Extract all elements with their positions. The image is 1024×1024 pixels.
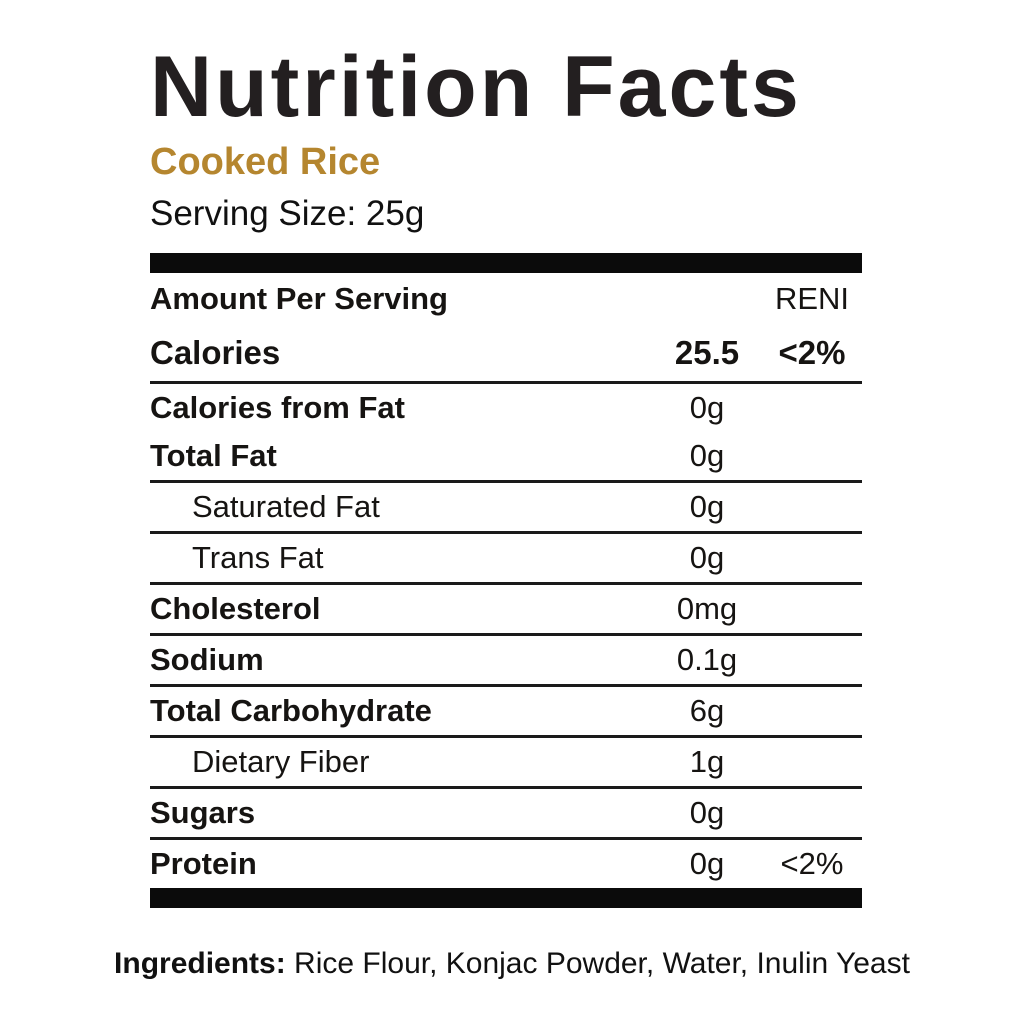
table-row-trans-fat: Trans Fat 0g: [150, 534, 862, 582]
calories-row: Calories 25.5 <2%: [150, 325, 862, 381]
page-title: Nutrition Facts: [150, 39, 802, 135]
nutrient-label: Total Carbohydrate: [150, 693, 432, 729]
table-header-row: Amount Per Serving RENI: [150, 273, 862, 325]
table-row-cholesterol: Cholesterol 0mg: [150, 585, 862, 633]
product-name: Cooked Rice: [150, 141, 381, 184]
nutrient-reni: <2%: [780, 846, 844, 882]
nutrient-label: Sodium: [150, 642, 264, 678]
table-row-saturated-fat: Saturated Fat 0g: [150, 483, 862, 531]
divider: [150, 684, 862, 688]
table-row-total-carbohydrate: Total Carbohydrate 6g: [150, 687, 862, 735]
divider: [150, 837, 862, 841]
divider: [150, 735, 862, 739]
divider: [150, 381, 862, 385]
ingredients-label: Ingredients:: [114, 947, 286, 980]
serving-size-text: Serving Size: 25g: [150, 194, 425, 234]
reni-header: RENI: [774, 281, 850, 317]
table-row-sodium: Sodium 0.1g: [150, 636, 862, 684]
calories-label: Calories: [150, 334, 281, 372]
nutrient-amount: 1g: [689, 744, 725, 780]
nutrient-label: Sugars: [150, 795, 256, 831]
nutrient-amount: 0g: [689, 438, 725, 474]
nutrient-label: Saturated Fat: [192, 489, 380, 525]
calories-reni: <2%: [778, 334, 846, 372]
bottom-divider-bar: [150, 888, 862, 909]
divider: [150, 480, 862, 484]
table-row-sugars: Sugars 0g: [150, 789, 862, 837]
nutrient-amount: 0.1g: [676, 642, 738, 678]
divider: [150, 582, 862, 586]
top-divider-bar: [150, 253, 862, 274]
amount-per-serving-header: Amount Per Serving: [150, 281, 448, 317]
nutrient-amount: 0g: [689, 846, 725, 882]
ingredients-line: Ingredients: Rice Flour, Konjac Powder, …: [0, 946, 1024, 982]
nutrient-label: Protein: [150, 846, 257, 882]
nutrient-label: Calories from Fat: [150, 390, 405, 426]
nutrition-facts-label: Nutrition Facts Cooked Rice Serving Size…: [150, 39, 862, 909]
nutrient-amount: 0g: [689, 390, 725, 426]
nutrient-label: Cholesterol: [150, 591, 321, 627]
divider: [150, 633, 862, 637]
nutrient-amount: 0g: [689, 540, 725, 576]
table-row-protein: Protein 0g <2%: [150, 840, 862, 888]
nutrient-amount: 0g: [689, 795, 725, 831]
nutrient-amount: 6g: [689, 693, 725, 729]
nutrient-label: Dietary Fiber: [192, 744, 370, 780]
table-row-calories-from-fat: Calories from Fat 0g: [150, 384, 862, 432]
nutrient-label: Trans Fat: [192, 540, 324, 576]
ingredients-text: Rice Flour, Konjac Powder, Water, Inulin…: [285, 947, 910, 980]
calories-amount: 25.5: [674, 334, 740, 372]
table-row-total-fat: Total Fat 0g: [150, 432, 862, 480]
table-row-dietary-fiber: Dietary Fiber 1g: [150, 738, 862, 786]
divider: [150, 531, 862, 535]
nutrient-amount: 0mg: [676, 591, 738, 627]
nutrient-label: Total Fat: [150, 438, 277, 474]
divider: [150, 786, 862, 790]
nutrient-amount: 0g: [689, 489, 725, 525]
